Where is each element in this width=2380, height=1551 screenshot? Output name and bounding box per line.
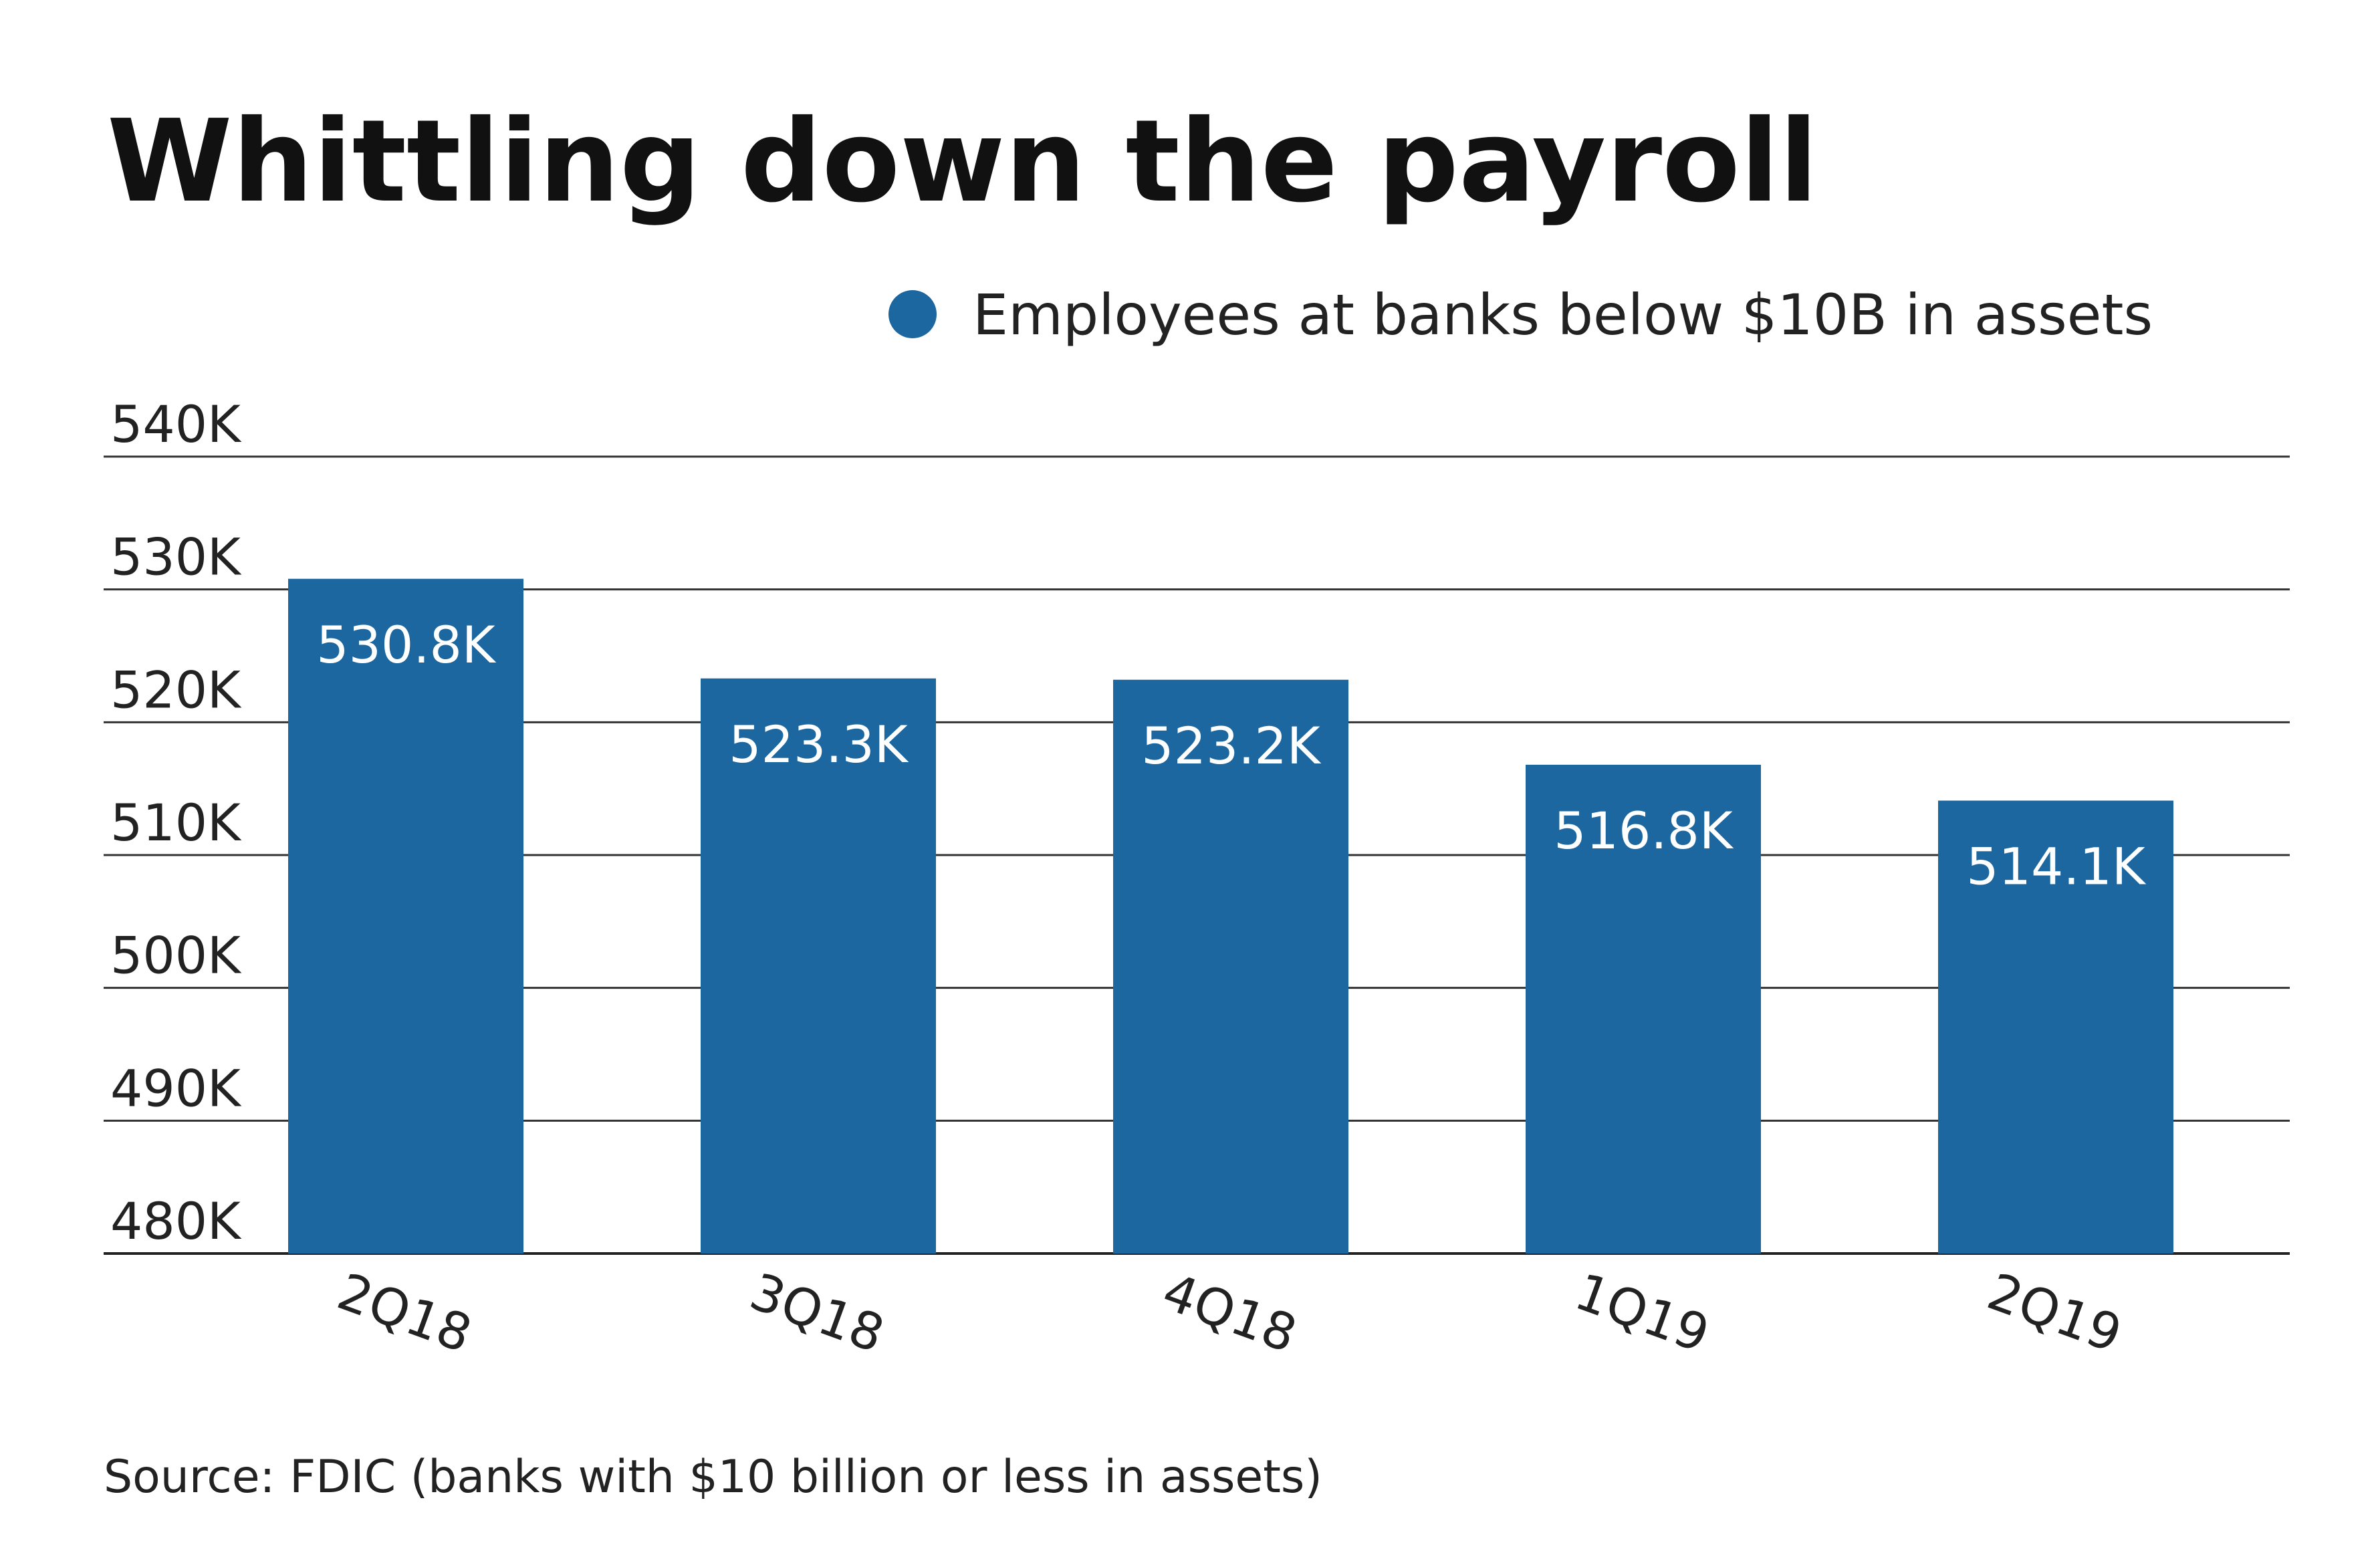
bar-value-label: 516.8K xyxy=(1554,801,1734,860)
y-tick-label: 530K xyxy=(110,527,242,587)
bar-value-label: 523.2K xyxy=(1141,716,1322,776)
source-note: Source: FDIC (banks with $10 billion or … xyxy=(104,1451,1322,1504)
bar-4Q18 xyxy=(1113,679,1348,1254)
legend-label: Employees at banks below $10B in assets xyxy=(973,282,2153,348)
x-axis-tick-labels: 2Q18 3Q18 4Q18 1Q19 2Q19 xyxy=(330,1262,2129,1364)
legend-marker xyxy=(888,290,937,338)
plot-area: 480K 490K 500K 510K 520K 530K 540K 530.8K 523.3… xyxy=(104,394,2290,1364)
y-axis-tick-labels: 480K 490K 500K 510K 520K 530K 540K xyxy=(110,394,242,1251)
y-tick-label: 520K xyxy=(110,660,242,719)
y-tick-label: 490K xyxy=(110,1058,242,1118)
x-tick-label: 2Q19 xyxy=(1980,1262,2129,1364)
x-tick-label: 4Q18 xyxy=(1155,1262,1304,1364)
bar-value-labels: 530.8K 523.3K 523.2K 516.8K 514.1K xyxy=(316,615,2147,897)
x-tick-label: 2Q18 xyxy=(330,1262,479,1364)
bar-3Q18 xyxy=(701,678,936,1254)
bar-2Q18 xyxy=(288,578,523,1254)
bar-value-label: 523.3K xyxy=(729,715,909,774)
bar-1Q19 xyxy=(1526,764,1761,1254)
y-tick-label: 510K xyxy=(110,793,242,852)
bar-2Q19 xyxy=(1938,800,2173,1254)
y-tick-label: 500K xyxy=(110,926,242,985)
y-tick-label: 480K xyxy=(110,1191,242,1251)
bar-value-label: 514.1K xyxy=(1966,837,2147,897)
x-tick-label: 1Q19 xyxy=(1568,1262,1717,1364)
chart-title: Whittling down the payroll xyxy=(107,96,1818,228)
legend: Employees at banks below $10B in assets xyxy=(888,282,2153,348)
x-tick-label: 3Q18 xyxy=(743,1262,892,1364)
bars xyxy=(288,578,2173,1254)
bar-value-label: 530.8K xyxy=(316,615,497,675)
y-tick-label: 540K xyxy=(110,394,242,454)
